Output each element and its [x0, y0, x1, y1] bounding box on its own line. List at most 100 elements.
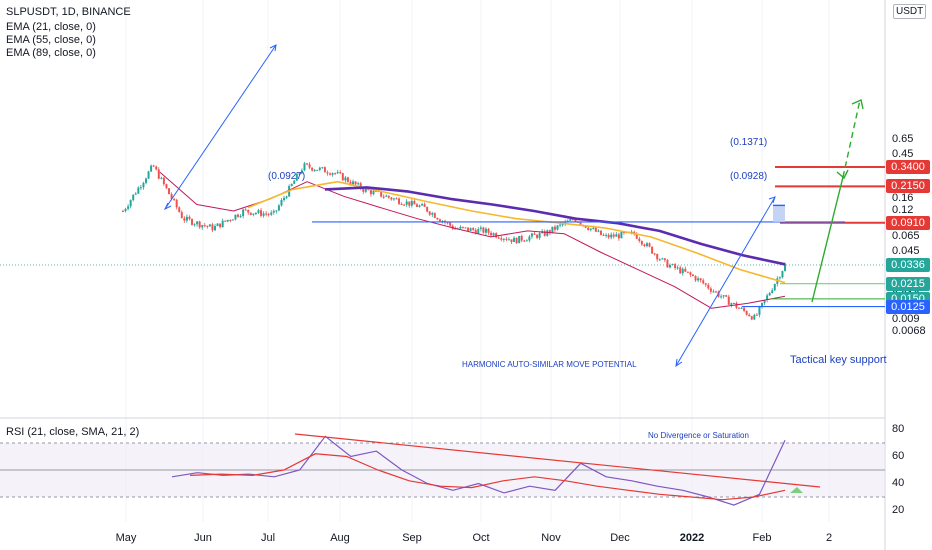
candle-body-70: [300, 170, 303, 174]
symbol-title: SLPUSDT, 1D, BINANCE: [6, 6, 131, 18]
candle-body-249: [758, 306, 761, 315]
candle-body-52: [254, 212, 257, 214]
candle-body-212: [663, 258, 666, 261]
candle-body-45: [237, 214, 240, 217]
candle-body-116: [418, 205, 421, 207]
candle-body-151: [507, 239, 510, 241]
rsi-tick-3: 20: [892, 503, 905, 516]
candle-body-118: [423, 204, 426, 207]
candle-body-49: [247, 209, 250, 213]
candle-body-223: [691, 274, 694, 277]
candle-body-244: [745, 310, 748, 315]
candle-body-156: [520, 235, 523, 241]
rsi-line: [171, 435, 786, 506]
candle-body-83: [334, 173, 337, 175]
candle-body-4: [132, 194, 135, 201]
candle-body-28: [193, 224, 196, 226]
candle-body-226: [699, 278, 702, 281]
date-tick-9: Feb: [752, 532, 772, 544]
candle-body-99: [375, 190, 378, 192]
candle-body-12: [152, 165, 155, 167]
ema-line-2: [324, 186, 786, 266]
candle-body-216: [674, 264, 677, 268]
candle-body-47: [242, 209, 245, 217]
candle-body-225: [697, 278, 700, 281]
candle-body-248: [755, 314, 758, 316]
rsi-tick-2: 40: [892, 476, 905, 489]
rsi-legend[interactable]: RSI (21, close, SMA, 21, 2): [6, 426, 140, 438]
candle-body-24: [183, 218, 186, 221]
candle-body-34: [208, 224, 211, 227]
candle-body-168: [551, 226, 554, 233]
candle-body-122: [433, 213, 436, 218]
candle-body-26: [188, 216, 191, 220]
candle-body-8: [142, 182, 145, 188]
candle-body-89: [349, 181, 352, 185]
date-tick-1: Jun: [194, 532, 212, 544]
level-left-label: (0.0927): [268, 171, 306, 182]
candle-body-159: [528, 236, 531, 241]
arrowhead-1a: [163, 202, 172, 211]
candle-body-38: [219, 223, 222, 228]
currency-button[interactable]: USDT: [893, 4, 927, 19]
candle-body-64: [285, 196, 288, 198]
candle-body-36: [214, 226, 217, 231]
candle-body-102: [382, 196, 385, 198]
candle-body-157: [523, 240, 526, 242]
candle-body-114: [413, 200, 416, 205]
candle-body-135: [467, 227, 470, 231]
ema89-legend[interactable]: EMA (89, close, 0): [6, 47, 96, 59]
candle-body-39: [221, 220, 224, 228]
candle-body-142: [484, 228, 487, 233]
candle-body-48: [244, 209, 247, 211]
date-tick-0: May: [115, 532, 137, 544]
candle-body-231: [712, 291, 715, 293]
candle-body-63: [283, 197, 286, 200]
candle-body-224: [694, 276, 697, 281]
candle-body-160: [530, 233, 533, 237]
ema21-legend[interactable]: EMA (21, close, 0): [6, 21, 96, 33]
candle-body-0: [122, 211, 124, 213]
price-tick-5: 0.065: [892, 229, 920, 242]
candle-body-42: [229, 219, 232, 221]
candle-body-21: [175, 199, 178, 208]
candle-body-107: [395, 198, 398, 200]
candle-body-30: [198, 221, 201, 228]
candle-body-257: [778, 277, 781, 279]
candle-body-16: [162, 177, 165, 185]
candle-body-108: [398, 198, 401, 204]
candle-body-184: [592, 227, 595, 229]
candle-body-232: [714, 291, 717, 293]
candle-body-222: [689, 272, 692, 275]
candle-body-128: [449, 222, 452, 226]
candle-body-74: [311, 167, 314, 171]
candle-body-68: [295, 173, 298, 181]
harmonic-arrow-1: [164, 44, 277, 210]
candle-body-195: [620, 232, 623, 239]
candle-body-97: [369, 190, 372, 195]
ema55-legend[interactable]: EMA (55, close, 0): [6, 34, 96, 46]
price-tick-1: 0.45: [892, 148, 914, 161]
date-tick-7: Dec: [610, 532, 630, 544]
date-tick-2: Jul: [260, 532, 276, 544]
candle-body-79: [323, 167, 326, 173]
candle-body-80: [326, 172, 329, 174]
candle-body-119: [426, 206, 429, 212]
candle-body-61: [277, 205, 280, 211]
candle-body-44: [234, 214, 237, 220]
rsi-tick-0: 80: [892, 422, 905, 435]
candle-body-115: [415, 204, 418, 207]
candle-body-111: [405, 201, 408, 205]
candle-body-103: [385, 195, 388, 197]
candle-body-150: [505, 238, 508, 240]
candle-body-137: [472, 228, 475, 230]
candle-body-220: [684, 268, 687, 272]
candle-body-242: [740, 307, 743, 309]
projection-line: [811, 176, 844, 303]
candle-body-201: [635, 234, 638, 239]
candle-body-106: [392, 198, 395, 200]
candle-body-139: [477, 229, 480, 234]
candle-body-259: [784, 263, 786, 272]
candle-body-2: [127, 206, 130, 209]
candle-body-204: [643, 244, 646, 247]
